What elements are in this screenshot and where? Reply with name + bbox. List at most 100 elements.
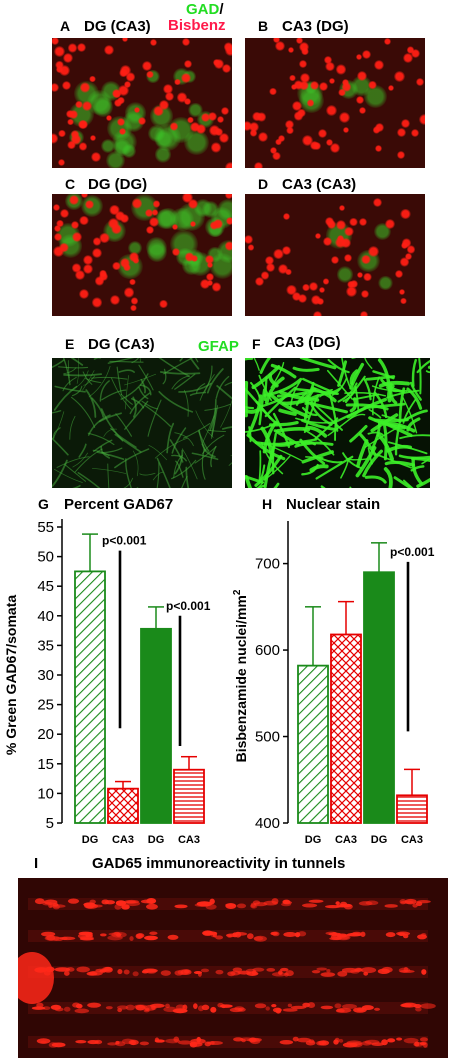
gad65-punctum — [136, 933, 145, 939]
nucleus-dot — [131, 198, 143, 210]
nucleus-dot — [91, 151, 102, 162]
nucleus-dot — [130, 297, 139, 305]
nucleus-dot — [129, 252, 140, 263]
gad65-punctum — [193, 1003, 198, 1009]
nucleus-dot — [74, 270, 85, 280]
gad65-punctum — [360, 931, 366, 937]
micrograph-i-tunnels — [18, 878, 448, 1058]
gfap-fiber — [409, 381, 422, 401]
nucleus-dot — [77, 42, 87, 52]
gad65-punctum — [108, 932, 123, 936]
gad-cell-blob — [188, 102, 204, 118]
gad-cell-blob — [92, 96, 113, 118]
gfap-fiber — [394, 423, 401, 456]
nucleus-dot — [384, 38, 392, 46]
gfap-fibers — [245, 358, 430, 488]
y-tick-label: 5 — [46, 815, 54, 832]
nucleus-dot — [211, 142, 222, 153]
gad65-punctum — [265, 1006, 270, 1011]
gfap-fiber — [131, 358, 140, 364]
nucleus-dot — [196, 124, 207, 135]
gad65-punctum — [36, 1038, 51, 1044]
nucleus-dot — [400, 241, 409, 250]
nucleus-dot — [394, 71, 405, 82]
gfap-fiber — [199, 374, 215, 401]
gad65-punctum — [254, 1003, 267, 1009]
nucleus-dot — [358, 217, 367, 226]
nucleus-dot — [374, 145, 382, 153]
gfap-fiber — [171, 375, 190, 390]
nucleus-dot — [395, 270, 403, 278]
nucleus-dot — [164, 91, 175, 102]
nucleus-dot — [360, 310, 368, 316]
gfap-fiber — [393, 476, 414, 488]
gfap-fiber — [273, 429, 301, 447]
gfap-fiber — [326, 369, 353, 400]
gfap-fiber — [124, 400, 149, 430]
gfap-fiber — [52, 437, 69, 456]
nucleus-dot — [145, 226, 154, 235]
gfap-fiber — [278, 390, 320, 402]
nucleus-dot — [221, 107, 229, 115]
nucleus-dot — [138, 117, 147, 125]
nucleus-dot — [81, 194, 89, 198]
gfap-fiber — [63, 367, 77, 375]
gfap-fiber — [87, 432, 115, 446]
gfap-fiber — [421, 457, 430, 465]
gfap-fiber — [270, 361, 285, 389]
gad65-punctum — [125, 1004, 135, 1011]
nucleus-dot — [118, 85, 129, 96]
gfap-fiber — [72, 452, 89, 468]
nucleus-dot — [124, 287, 135, 298]
gfap-fiber — [82, 371, 93, 385]
nucleus-dot — [325, 61, 335, 72]
gfap-fiber — [282, 394, 320, 406]
nucleus-dot — [245, 234, 253, 244]
nucleus-dot — [400, 208, 412, 220]
gad65-punctum — [417, 934, 428, 940]
nucleus-dot — [200, 112, 210, 122]
nucleus-dot — [67, 118, 74, 126]
gfap-fiber — [264, 376, 285, 405]
gad65-punctum — [139, 1041, 150, 1046]
nucleus-dot — [284, 120, 294, 129]
nucleus-dot — [256, 112, 267, 122]
gfap-fiber — [77, 472, 101, 488]
nucleus-dot — [296, 38, 303, 44]
gad65-punctum — [252, 967, 265, 972]
nucleus-dot — [207, 279, 214, 286]
gfap-fiber — [352, 393, 380, 401]
nucleus-dot — [207, 111, 217, 121]
gad65-punctum — [151, 1005, 156, 1010]
gad65-punctum — [419, 1041, 427, 1046]
nucleus-dot — [184, 97, 192, 105]
gad65-punctum — [400, 1003, 412, 1008]
gfap-fiber — [100, 408, 124, 442]
gfap-fiber — [158, 390, 194, 413]
gfap-fiber — [156, 457, 171, 488]
gad65-punctum — [282, 1008, 298, 1012]
gfap-fibers — [52, 358, 232, 488]
gad65-punctum — [132, 971, 139, 977]
y-tick-label: 25 — [37, 697, 54, 714]
panel-e-title: DG (CA3) — [88, 336, 155, 353]
nucleus-dot — [110, 294, 120, 305]
gad65-punctum — [87, 1002, 102, 1008]
gad65-punctum — [266, 967, 276, 972]
gfap-fiber — [402, 397, 418, 434]
nucleus-dot — [289, 74, 296, 82]
nucleus-dot — [53, 224, 62, 233]
nucleus-dot — [89, 75, 96, 83]
nucleus-dot — [52, 38, 59, 45]
gad65-punctum — [94, 1039, 103, 1045]
gad65-punctum — [335, 901, 340, 906]
nucleus-dot — [411, 128, 419, 137]
gad65-punctum — [321, 1040, 327, 1045]
nucleus-dot — [349, 217, 358, 227]
gad65-punctum — [377, 968, 390, 975]
gfap-fiber — [274, 441, 295, 447]
nucleus-dot — [59, 64, 71, 76]
gfap-fiber — [189, 358, 200, 370]
nucleus-dot — [92, 237, 102, 246]
nucleus-dot — [212, 218, 223, 229]
